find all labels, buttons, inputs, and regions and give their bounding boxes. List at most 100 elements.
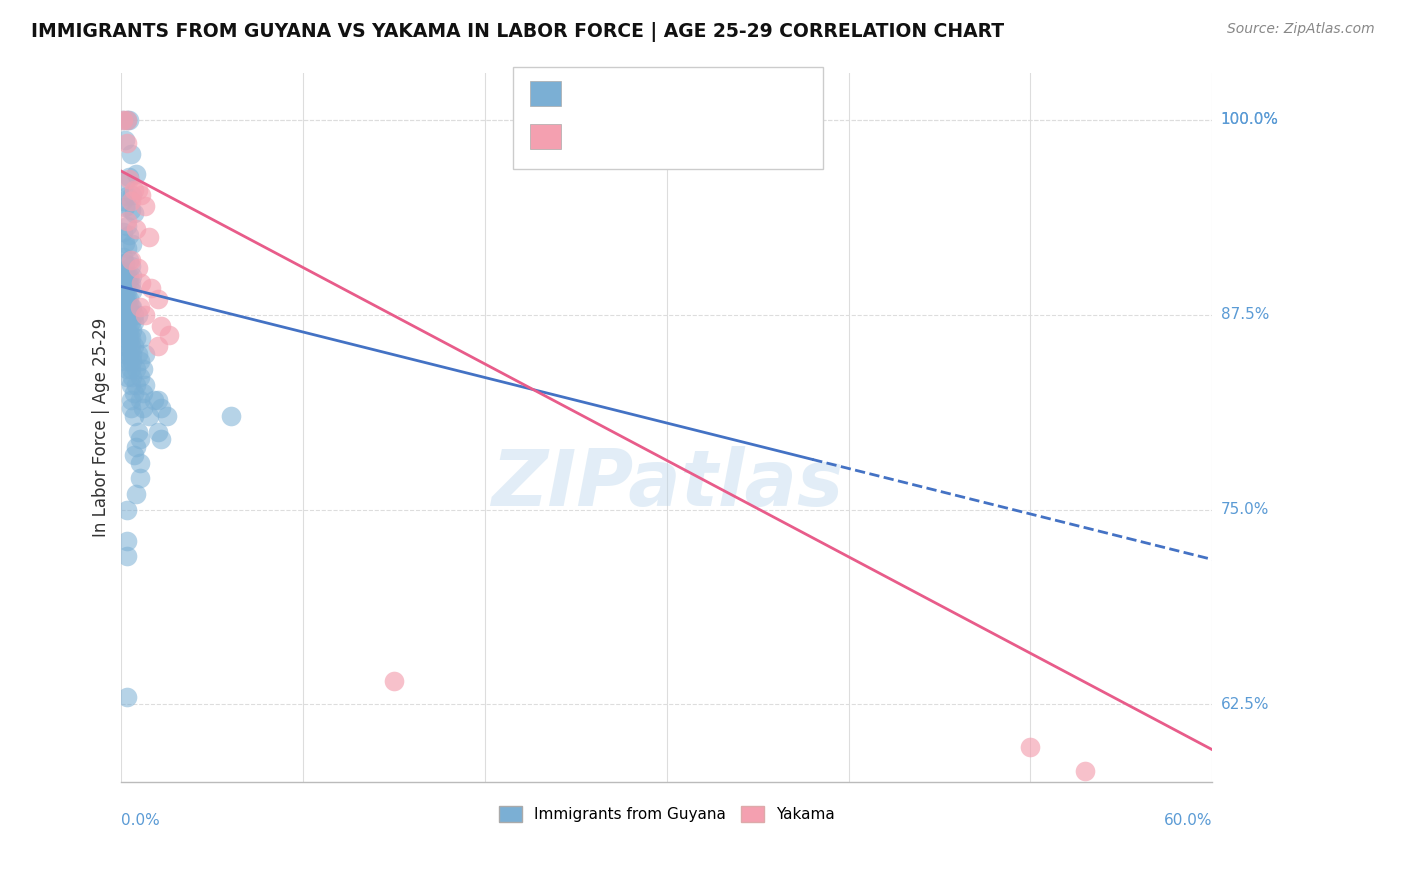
Point	[115, 690, 138, 704]
Text: 100.0%: 100.0%	[1220, 112, 1278, 128]
Point	[1074, 764, 1097, 779]
Point	[111, 285, 134, 299]
Point	[118, 331, 141, 345]
Point	[115, 189, 138, 203]
Point	[120, 331, 142, 345]
Text: 60.0%: 60.0%	[1164, 813, 1212, 828]
Point	[125, 167, 148, 181]
Point	[121, 285, 143, 299]
Point	[114, 235, 136, 250]
Point	[120, 253, 142, 268]
Point	[120, 401, 142, 416]
Point	[125, 440, 148, 454]
Y-axis label: In Labor Force | Age 25-29: In Labor Force | Age 25-29	[93, 318, 110, 537]
Point	[150, 318, 173, 333]
Point	[112, 112, 135, 127]
Point	[127, 183, 149, 197]
Point	[219, 409, 242, 423]
Point	[115, 300, 138, 314]
Point	[118, 172, 141, 186]
Point	[115, 292, 138, 306]
Point	[120, 377, 142, 392]
Point	[138, 409, 160, 423]
Point	[156, 409, 179, 423]
Point	[125, 377, 148, 392]
Point	[132, 385, 155, 400]
Point	[122, 183, 145, 197]
Point	[118, 354, 141, 368]
Point	[112, 323, 135, 337]
Point	[128, 300, 150, 314]
Point	[128, 354, 150, 368]
Point	[138, 229, 160, 244]
Point	[122, 308, 145, 322]
Text: Source: ZipAtlas.com: Source: ZipAtlas.com	[1227, 22, 1375, 37]
Point	[115, 241, 138, 255]
Text: IMMIGRANTS FROM GUYANA VS YAKAMA IN LABOR FORCE | AGE 25-29 CORRELATION CHART: IMMIGRANTS FROM GUYANA VS YAKAMA IN LABO…	[31, 22, 1004, 42]
Point	[115, 112, 138, 127]
Point	[132, 401, 155, 416]
Point	[118, 268, 141, 283]
Point	[114, 331, 136, 345]
Point	[114, 308, 136, 322]
Point	[134, 198, 156, 212]
Point	[134, 346, 156, 360]
Point	[115, 315, 138, 329]
Point	[115, 502, 138, 516]
Text: 75.0%: 75.0%	[1220, 502, 1268, 517]
Point	[118, 228, 141, 243]
Point	[112, 194, 135, 208]
Point	[115, 285, 138, 299]
Point	[120, 194, 142, 208]
Text: 100.0%: 100.0%	[1220, 112, 1278, 128]
Point	[125, 487, 148, 501]
Point	[112, 300, 135, 314]
Text: 0.0%: 0.0%	[121, 813, 160, 828]
Point	[120, 260, 142, 274]
Point	[115, 268, 138, 283]
Point	[114, 292, 136, 306]
Text: 62.5%: 62.5%	[1220, 697, 1270, 712]
Text: R = -0.739: R = -0.739	[567, 128, 665, 145]
Point	[122, 448, 145, 462]
Point	[146, 292, 169, 306]
Point	[125, 222, 148, 236]
Point	[112, 250, 135, 264]
Point	[115, 370, 138, 384]
Point	[122, 315, 145, 329]
Point	[118, 292, 141, 306]
Point	[120, 277, 142, 291]
Point	[112, 285, 135, 299]
Point	[121, 300, 143, 314]
Point	[115, 323, 138, 337]
Point	[139, 281, 162, 295]
Point	[114, 354, 136, 368]
Point	[121, 268, 143, 283]
Legend: Immigrants from Guyana, Yakama: Immigrants from Guyana, Yakama	[492, 800, 841, 828]
Point	[120, 300, 142, 314]
Point	[122, 206, 145, 220]
Point	[1019, 739, 1042, 754]
Point	[118, 346, 141, 360]
Point	[134, 377, 156, 392]
Point	[115, 112, 138, 127]
Point	[115, 549, 138, 564]
Point	[114, 256, 136, 270]
Point	[146, 339, 169, 353]
Point	[132, 362, 155, 376]
Point	[127, 425, 149, 439]
Point	[134, 308, 156, 322]
Point	[115, 136, 138, 150]
Point	[114, 285, 136, 299]
Text: N = 112: N = 112	[717, 85, 792, 103]
Point	[111, 300, 134, 314]
Text: R = -0.214: R = -0.214	[567, 85, 664, 103]
Point	[114, 268, 136, 283]
Point	[128, 370, 150, 384]
Point	[150, 401, 173, 416]
Point	[115, 219, 138, 233]
Point	[121, 237, 143, 252]
Point	[121, 354, 143, 368]
Point	[120, 339, 142, 353]
Point	[127, 308, 149, 322]
